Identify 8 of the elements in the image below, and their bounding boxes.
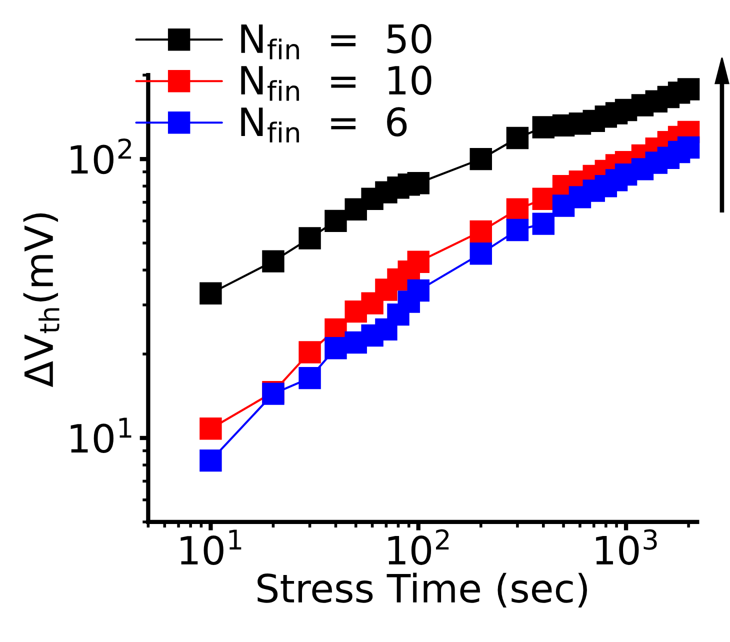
legend-label: N$_{fin}$ = 10 — [241, 66, 432, 101]
legend-label: N$_{fin}$ = 50 — [241, 24, 432, 60]
y-axis-title: ΔV$_{th}$(mV) — [23, 213, 60, 388]
x-tick-label: 10$^{3}$ — [596, 529, 657, 565]
x-axis-title: Stress Time (sec) — [258, 572, 587, 608]
legend-label: N$_{fin}$ = 6 — [241, 107, 407, 142]
x-tick-label: 10$^{2}$ — [388, 529, 449, 565]
x-tick-label: 10$^{1}$ — [180, 530, 242, 565]
